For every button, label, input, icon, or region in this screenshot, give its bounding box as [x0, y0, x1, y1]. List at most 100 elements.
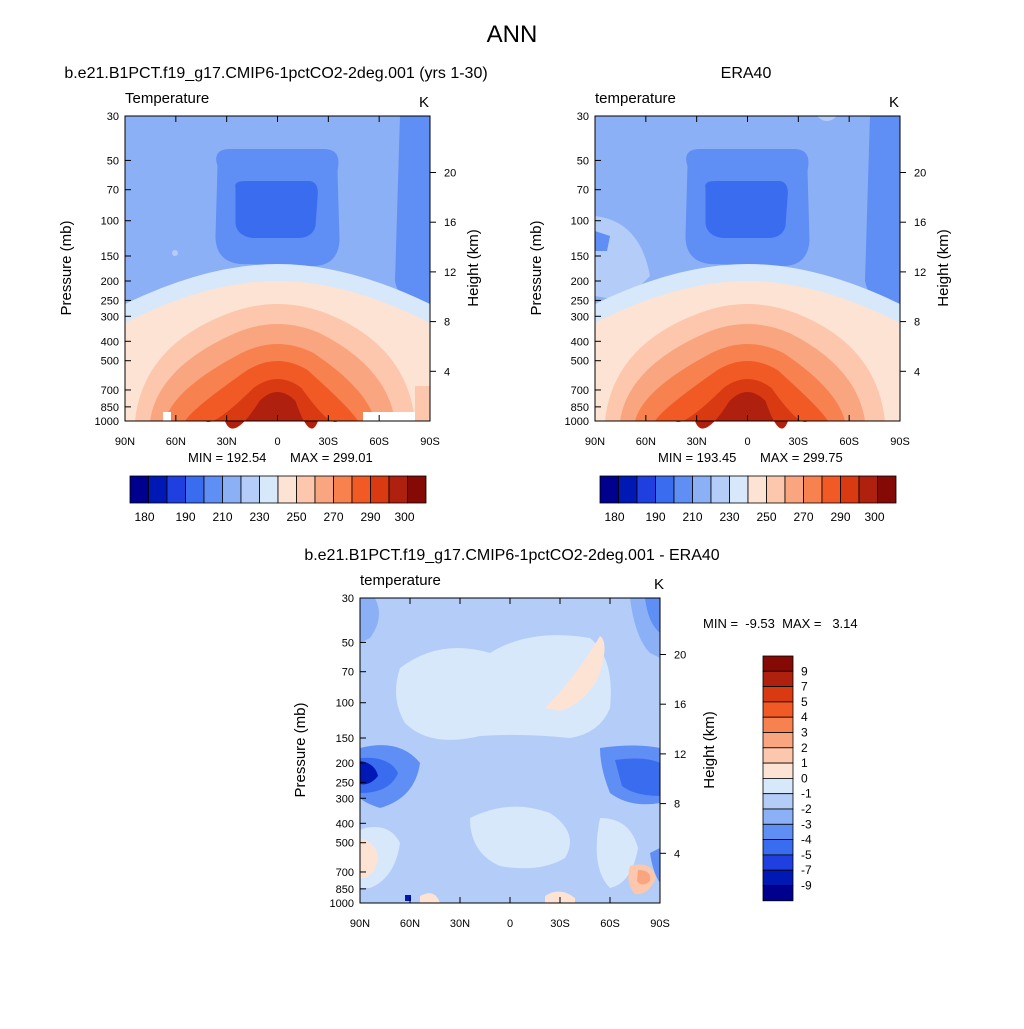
contour-band — [420, 893, 440, 903]
colorbar-label: 230 — [249, 510, 269, 524]
x-tick-label: 30N — [450, 918, 470, 930]
colorbar-swatch — [655, 475, 675, 504]
y-tick-label: 500 — [336, 838, 354, 850]
y-tick-label: 400 — [571, 336, 589, 348]
colorbar-swatch — [762, 716, 794, 733]
panel-era40-temperature: ERA40 temperature K 90N 60N 30N 0 30S 60S 90S 3… — [528, 65, 952, 524]
missing-data — [163, 412, 171, 421]
y2-axis-label: Height (km) — [465, 229, 482, 307]
y-tick-label: 250 — [571, 295, 589, 307]
y-tick-label: 850 — [571, 402, 589, 414]
colorbar-swatch — [762, 793, 794, 810]
colorbar-label: -4 — [801, 833, 812, 847]
colorbar-swatch — [840, 475, 860, 504]
colorbar-label: -9 — [801, 879, 812, 893]
y-tick-label: 1000 — [330, 898, 354, 910]
x-tick-label: 90N — [350, 918, 370, 930]
y-tick-label: 250 — [336, 777, 354, 789]
y-tick-label: 850 — [336, 884, 354, 896]
max-label: MAX = 299.01 — [290, 450, 373, 465]
y2-tick-label: 20 — [914, 167, 926, 179]
y-tick-label: 500 — [101, 356, 119, 368]
panel-title: b.e21.B1PCT.f19_g17.CMIP6-1pctCO2-2deg.0… — [64, 65, 487, 82]
y2-tick-label: 16 — [914, 217, 926, 229]
x-tick-label: 30S — [550, 918, 570, 930]
contour-band — [615, 758, 660, 796]
colorbar-swatch — [692, 475, 712, 504]
contour-band — [172, 250, 178, 256]
y-tick-label: 50 — [342, 637, 354, 649]
contour-band — [865, 116, 900, 311]
colorbar-label: 3 — [801, 726, 808, 740]
colorbar-label: -1 — [801, 787, 812, 801]
colorbar-swatch — [673, 475, 693, 504]
y-tick-label: 70 — [577, 185, 589, 197]
colorbar-swatch — [762, 762, 794, 779]
colorbar-swatch — [129, 475, 149, 504]
colorbar-swatch — [762, 854, 794, 871]
colorbar-swatch — [877, 475, 897, 504]
units-label: K — [889, 94, 899, 111]
y-tick-label: 150 — [101, 251, 119, 263]
x-tick-label: 0 — [507, 918, 513, 930]
colorbar-swatch — [166, 475, 186, 504]
contour-band — [470, 806, 570, 869]
y-tick-label: 400 — [336, 818, 354, 830]
y2-tick-label: 20 — [444, 167, 456, 179]
colorbar-swatch — [762, 732, 794, 749]
colorbar-label: 2 — [801, 741, 808, 755]
x-tick-label: 90N — [115, 436, 135, 448]
y-tick-label: 250 — [101, 295, 119, 307]
contour-band — [595, 231, 610, 251]
units-label: K — [419, 94, 429, 111]
colorbar-swatch — [858, 475, 878, 504]
x-tick-label: 60S — [839, 436, 859, 448]
contour-band — [637, 870, 651, 885]
colorbar-swatch — [370, 475, 390, 504]
contour-band — [596, 818, 638, 888]
colorbar-swatch — [762, 778, 794, 795]
y-tick-label: 100 — [571, 216, 589, 228]
colorbar-label: 190 — [175, 510, 195, 524]
colorbar-swatch — [821, 475, 841, 504]
colorbar-swatch — [762, 808, 794, 825]
y2-tick-label: 12 — [444, 267, 456, 279]
y-axis-label: Pressure (mb) — [528, 220, 545, 315]
contour-band — [645, 598, 660, 633]
y-tick-label: 300 — [336, 793, 354, 805]
min-label: MIN = 192.54 — [188, 450, 266, 465]
y2-tick-label: 4 — [444, 366, 450, 378]
colorbar-swatch — [185, 475, 205, 504]
colorbar-label: 290 — [830, 510, 850, 524]
panel-title: b.e21.B1PCT.f19_g17.CMIP6-1pctCO2-2deg.0… — [304, 547, 719, 564]
colorbar-label: 180 — [604, 510, 624, 524]
y2-tick-label: 8 — [444, 317, 450, 329]
y2-tick-label: 16 — [674, 699, 686, 711]
colorbar-swatch — [277, 475, 297, 504]
x-tick-label: 30N — [687, 436, 707, 448]
variable-label: temperature — [595, 90, 676, 107]
contour-band — [225, 392, 318, 429]
x-tick-label: 30S — [319, 436, 339, 448]
x-tick-label: 60S — [369, 436, 389, 448]
colorbar-swatch — [599, 475, 619, 504]
colorbar-swatch — [636, 475, 656, 504]
colorbar-label: 0 — [801, 771, 808, 785]
colorbar-label: 290 — [360, 510, 380, 524]
colorbar-swatch — [762, 885, 794, 902]
colorbar-label: 250 — [756, 510, 776, 524]
y2-tick-label: 8 — [674, 799, 680, 811]
colorbar-label: 9 — [801, 664, 808, 678]
colorbar-swatch — [762, 686, 794, 703]
colorbar-swatch — [148, 475, 168, 504]
max-label: MAX = 299.75 — [760, 450, 843, 465]
y-tick-label: 700 — [571, 385, 589, 397]
y2-tick-label: 16 — [444, 217, 456, 229]
colorbar-swatch — [762, 839, 794, 856]
colorbar-swatch — [351, 475, 371, 504]
variable-label: Temperature — [125, 90, 209, 107]
y-tick-label: 30 — [107, 111, 119, 123]
colorbar-label: 4 — [801, 710, 808, 724]
panel-model-temperature: b.e21.B1PCT.f19_g17.CMIP6-1pctCO2-2deg.0… — [58, 65, 488, 524]
